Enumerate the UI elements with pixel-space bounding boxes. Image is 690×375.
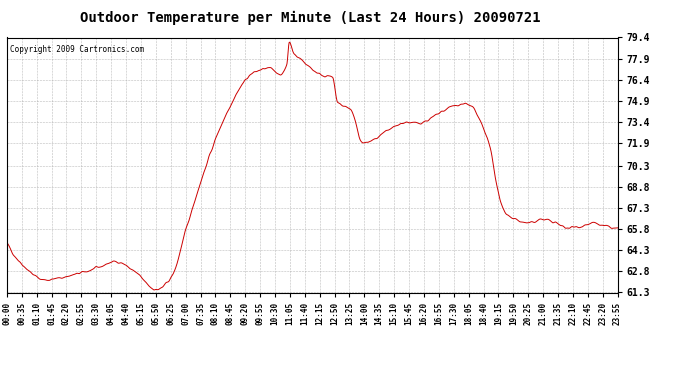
Text: Copyright 2009 Cartronics.com: Copyright 2009 Cartronics.com <box>10 45 144 54</box>
Text: Outdoor Temperature per Minute (Last 24 Hours) 20090721: Outdoor Temperature per Minute (Last 24 … <box>80 11 541 26</box>
